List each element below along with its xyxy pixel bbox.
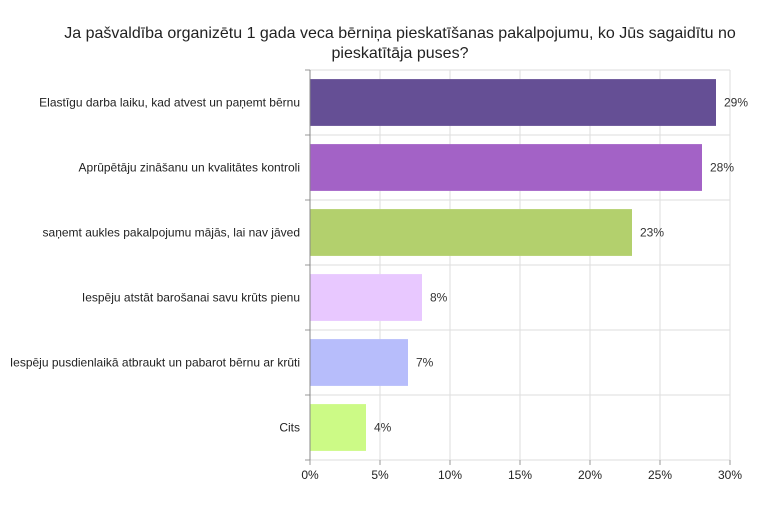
data-label: 28% bbox=[710, 161, 734, 175]
data-label: 8% bbox=[430, 291, 448, 305]
x-tick-label: 30% bbox=[718, 468, 742, 482]
bar bbox=[310, 404, 366, 451]
chart-title-line-2: pieskatītāja puses? bbox=[332, 45, 469, 62]
category-label: saņemt aukles pakalpojumu mājās, lai nav… bbox=[43, 226, 300, 240]
bar bbox=[310, 209, 632, 256]
category-label: Iespēju atstāt barošanai savu krūts pien… bbox=[82, 291, 300, 305]
chart-title: Ja pašvaldība organizētu 1 gada veca bēr… bbox=[64, 25, 736, 62]
data-label: 29% bbox=[724, 96, 748, 110]
bar bbox=[310, 144, 702, 191]
category-label: Elastīgu darba laiku, kad atvest un paņe… bbox=[39, 96, 300, 110]
bar bbox=[310, 339, 408, 386]
x-tick-label: 15% bbox=[508, 468, 532, 482]
chart-title-line-1: Ja pašvaldība organizētu 1 gada veca bēr… bbox=[64, 25, 736, 42]
data-label: 23% bbox=[640, 226, 664, 240]
data-label: 7% bbox=[416, 356, 434, 370]
x-tick-label: 10% bbox=[438, 468, 462, 482]
category-labels: Elastīgu darba laiku, kad atvest un paņe… bbox=[10, 96, 300, 435]
data-label: 4% bbox=[374, 421, 392, 435]
category-label: Cits bbox=[279, 421, 300, 435]
x-axis-ticks: 0% 5% 10% 15% 20% 25% 30% bbox=[301, 69, 742, 482]
bars bbox=[310, 79, 716, 451]
x-tick-label: 25% bbox=[648, 468, 672, 482]
value-labels: 29% 28% 23% 8% 7% 4% bbox=[374, 96, 748, 435]
x-tick-label: 20% bbox=[578, 468, 602, 482]
bar bbox=[310, 274, 422, 321]
x-tick-label: 5% bbox=[371, 468, 389, 482]
category-label: Aprūpētāju zināšanu un kvalitātes kontro… bbox=[79, 161, 300, 175]
bar bbox=[310, 79, 716, 126]
grid-lines bbox=[309, 69, 731, 461]
category-label: Iespēju pusdienlaikā atbraukt un pabarot… bbox=[10, 356, 300, 370]
x-tick-label: 0% bbox=[301, 468, 319, 482]
